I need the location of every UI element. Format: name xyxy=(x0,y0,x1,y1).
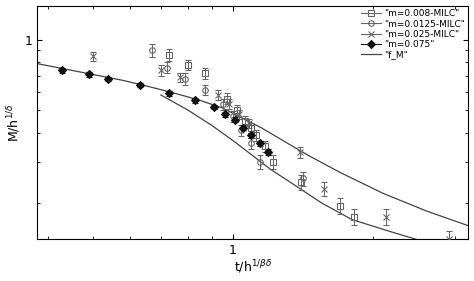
Legend: "m=0.008-MILC", "m=0.0125-MILC", "m=0.025-MILC", "m=0.075", "f_M": "m=0.008-MILC", "m=0.0125-MILC", "m=0.02… xyxy=(360,7,466,61)
"f_M" xyxy=(258,126,264,130)
"f_M" xyxy=(55,66,60,69)
"f_M" xyxy=(220,106,226,110)
X-axis label: t/h$^{1/\beta\delta}$: t/h$^{1/\beta\delta}$ xyxy=(234,259,272,275)
"f_M" xyxy=(90,73,96,76)
"f_M" xyxy=(280,139,286,142)
"f_M" xyxy=(465,224,471,227)
"f_M" xyxy=(120,79,126,82)
"f_M" xyxy=(35,62,40,65)
Line: "f_M": "f_M" xyxy=(37,64,468,226)
"f_M" xyxy=(172,92,178,95)
"f_M" xyxy=(380,192,386,195)
"f_M" xyxy=(197,99,203,102)
"f_M" xyxy=(305,154,311,157)
"f_M" xyxy=(337,171,343,174)
Y-axis label: M/h$^{1/\delta}$: M/h$^{1/\delta}$ xyxy=(6,103,23,142)
"f_M" xyxy=(424,209,429,213)
"f_M" xyxy=(146,85,152,88)
"f_M" xyxy=(240,117,246,120)
